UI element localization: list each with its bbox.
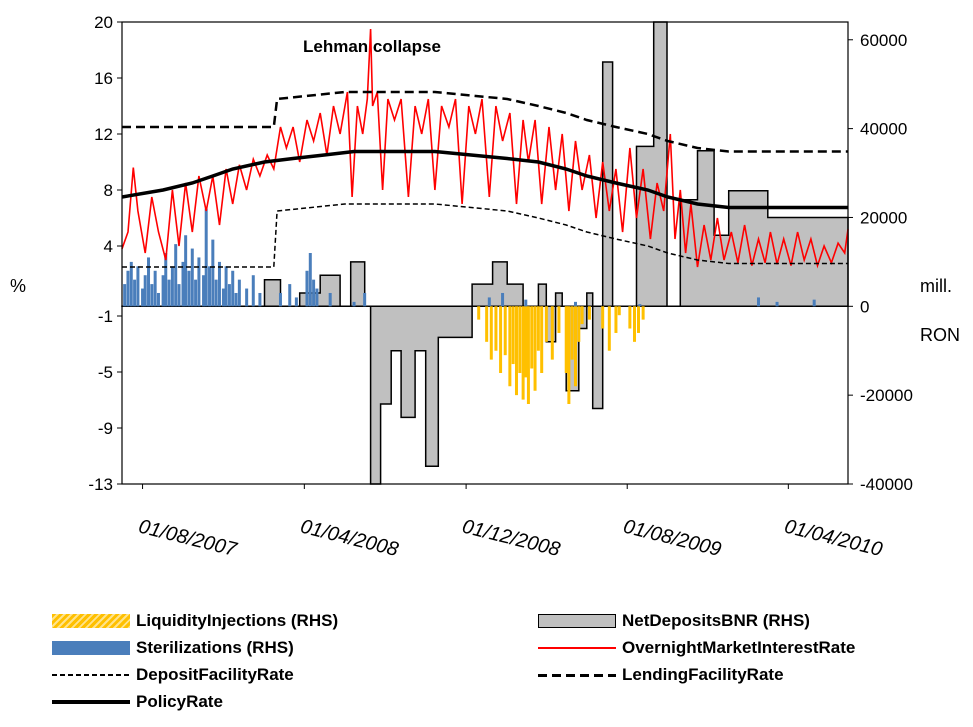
y-left-tick-label: 20 (94, 13, 113, 32)
overnight-rate-line (121, 28, 849, 269)
y-left-tick-label: -9 (98, 419, 113, 438)
plot-frame (121, 21, 849, 485)
y-right-tick-label: 40000 (860, 120, 907, 139)
legend-swatch-lending-facility (538, 668, 616, 682)
legend-item-liquidity: LiquidityInjections (RHS) (52, 611, 338, 631)
y-left-tick-label: -5 (98, 363, 113, 382)
legend-label-lending-facility: LendingFacilityRate (622, 665, 784, 684)
y-left-unit: % (10, 276, 26, 296)
y-right-unit-line1: mill. (920, 276, 952, 296)
legend-item-deposit-facility: DepositFacilityRate (52, 665, 294, 685)
legend-label-policy-rate: PolicyRate (136, 692, 223, 711)
y-left-tick-label: -13 (88, 475, 113, 494)
plot-area (121, 21, 849, 485)
y-right-unit-line2: RON (920, 325, 960, 345)
legend-item-policy-rate: PolicyRate (52, 692, 223, 712)
lending-facility-rate-line (122, 90, 848, 153)
legend-swatch-net-deposits (538, 614, 616, 628)
legend-swatch-liquidity (52, 614, 130, 628)
y-left-tick-label: 4 (104, 237, 113, 256)
y-left-tick-label: 12 (94, 125, 113, 144)
y-right-tick-label: 0 (860, 297, 869, 316)
legend-label-net-deposits: NetDepositsBNR (RHS) (622, 611, 810, 630)
legend-label-deposit-facility: DepositFacilityRate (136, 665, 294, 684)
y-right-tick-label: -40000 (860, 475, 913, 494)
legend-swatch-policy-rate (52, 695, 130, 709)
legend-swatch-overnight (538, 641, 616, 655)
deposit-facility-rate-line (122, 203, 848, 268)
y-left-tick-label: 8 (104, 181, 113, 200)
y-right-tick-label: 60000 (860, 31, 907, 50)
net-deposits-area (121, 21, 849, 485)
legend-swatch-deposit-facility (52, 668, 130, 682)
legend-item-net-deposits: NetDepositsBNR (RHS) (538, 611, 810, 631)
y-right-tick-label: 20000 (860, 208, 907, 227)
legend-swatch-sterilizations (52, 641, 130, 655)
legend-label-liquidity: LiquidityInjections (RHS) (136, 611, 339, 630)
policy-rate-line (121, 149, 848, 210)
legend-item-lending-facility: LendingFacilityRate (538, 665, 784, 685)
lehman-annotation: Lehman collapse (303, 37, 441, 56)
y-right-tick-label: -20000 (860, 386, 913, 405)
legend-label-overnight: OvernightMarketInterestRate (622, 638, 856, 657)
legend-item-sterilizations: Sterilizations (RHS) (52, 638, 294, 658)
y-left-tick-label: 16 (94, 69, 113, 88)
legend-label-sterilizations: Sterilizations (RHS) (136, 638, 294, 657)
y-left-tick-label: -1 (98, 307, 113, 326)
legend-item-overnight: OvernightMarketInterestRate (538, 638, 855, 658)
